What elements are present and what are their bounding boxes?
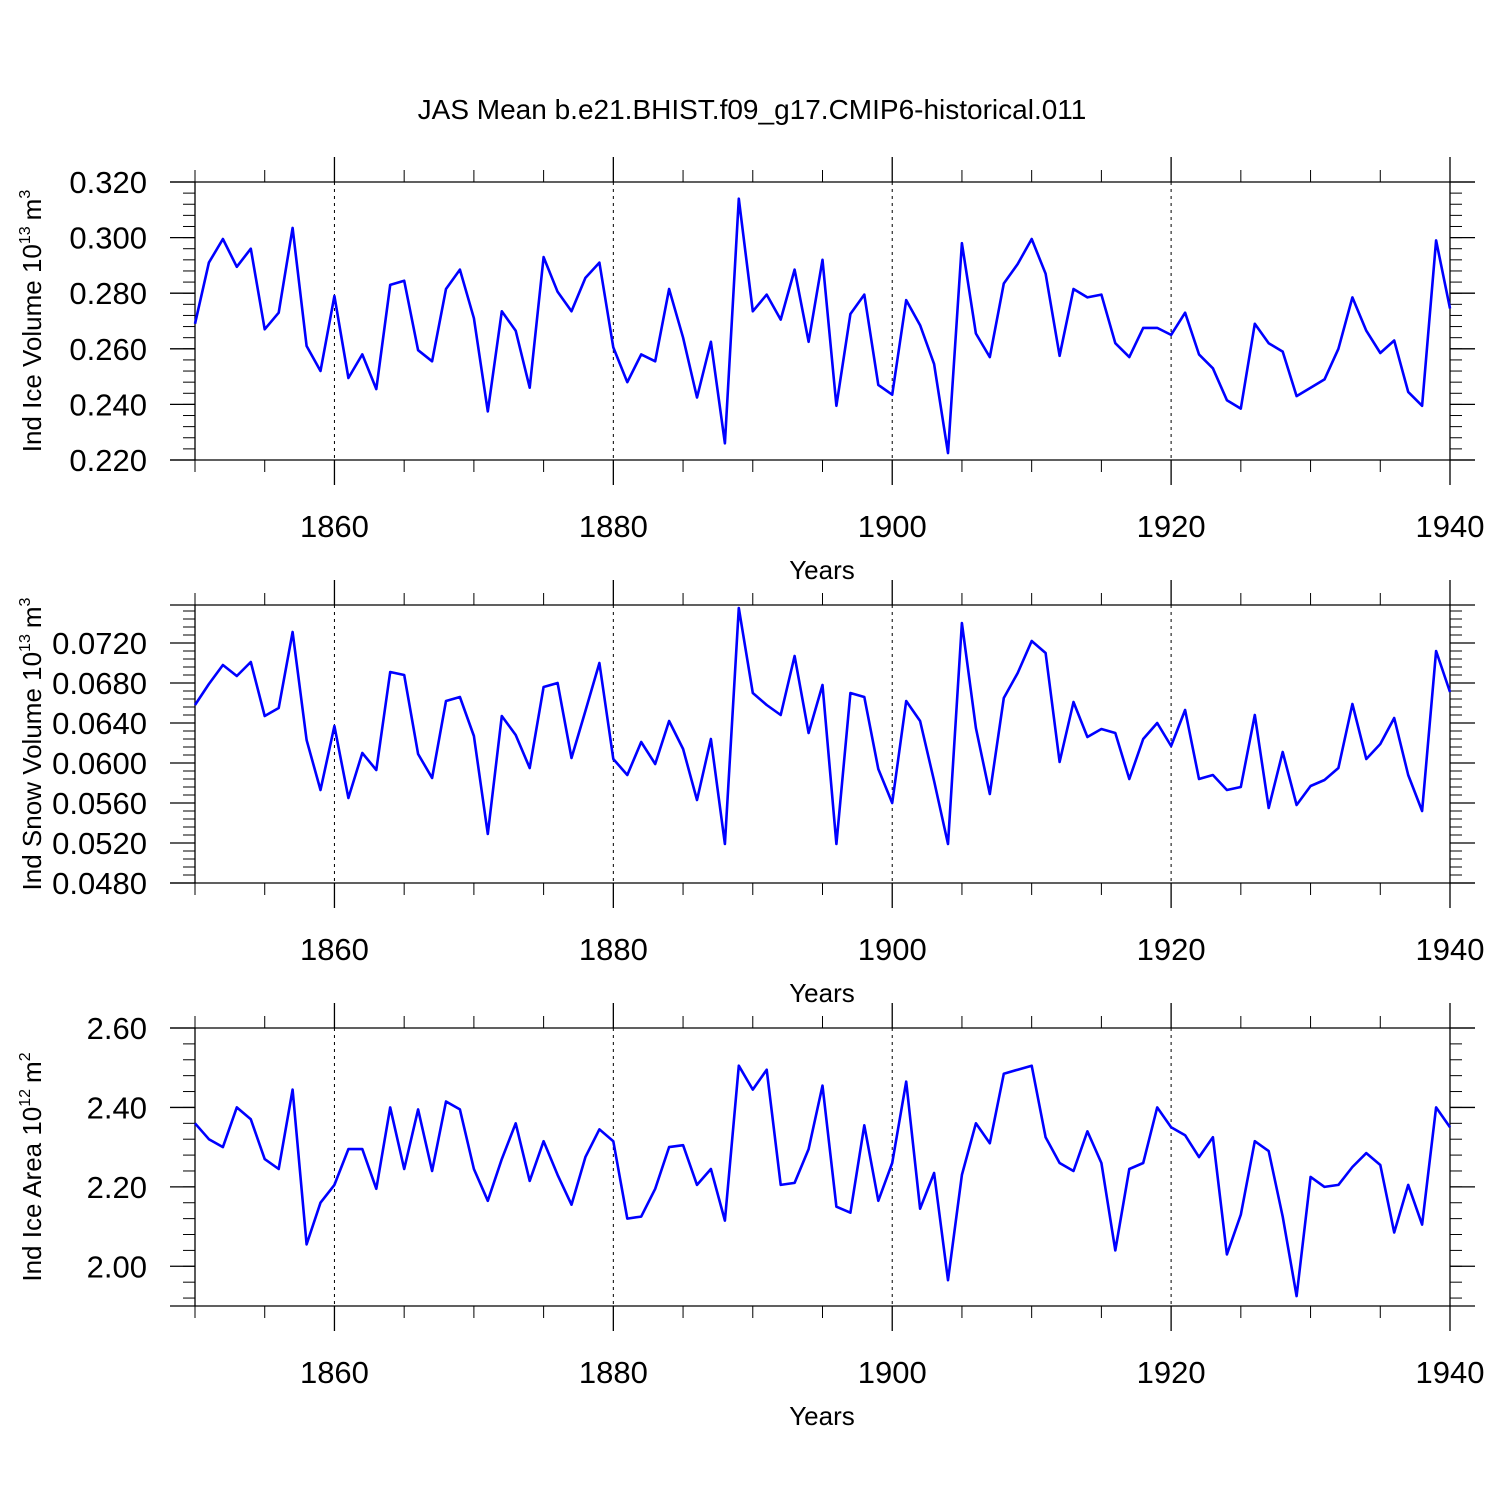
y-axis-label-text: Ind Snow Volume 10 — [17, 652, 47, 891]
ytick-label-0: 0.0480 — [52, 866, 147, 901]
x-axis-label: Years — [789, 555, 855, 585]
ytick-label-4: 0.0640 — [52, 706, 147, 741]
y-axis-label-exponent: 13 — [17, 634, 34, 652]
xtick-label-1880: 1880 — [579, 1355, 648, 1390]
ice-area-panel: 2.00 2.20 2.40 2.60 1860 1880 1900 1920 1940 Year… — [17, 1003, 1484, 1431]
ytick-label-3: 0.0600 — [52, 746, 147, 781]
xtick-label-1920: 1920 — [1137, 1355, 1206, 1390]
series-line — [194, 1064, 1452, 1298]
ytick-label-6: 0.0720 — [52, 626, 147, 661]
xtick-label-1940: 1940 — [1416, 1355, 1485, 1390]
y-axis-label-unit: m — [17, 1061, 47, 1083]
ytick-label-2: 0.260 — [69, 332, 147, 367]
y-axis-label-unit-exponent: 2 — [17, 1052, 34, 1061]
xtick-label-1900: 1900 — [858, 509, 927, 544]
xtick-label-1900: 1900 — [858, 932, 927, 967]
y-axis-label-unit: m — [17, 199, 47, 221]
xtick-label-1900: 1900 — [858, 1355, 927, 1390]
ytick-label-0: 2.00 — [87, 1249, 147, 1284]
ytick-label-2: 0.0560 — [52, 786, 147, 821]
y-axis-label: Ind Ice Volume 1013 m3 — [17, 190, 47, 453]
xtick-label-1860: 1860 — [300, 932, 369, 967]
ytick-label-1: 0.240 — [69, 387, 147, 422]
xtick-label-1860: 1860 — [300, 1355, 369, 1390]
ytick-label-5: 0.320 — [69, 165, 147, 200]
x-axis-label: Years — [789, 1401, 855, 1431]
xtick-label-1940: 1940 — [1416, 509, 1485, 544]
ytick-label-1: 2.20 — [87, 1170, 147, 1205]
snow-volume-panel: 0.0480 0.0520 0.0560 0.0600 0.0640 0.0680 0.07… — [17, 580, 1484, 1008]
y-axis-label-exponent: 13 — [17, 226, 34, 244]
x-axis-label: Years — [789, 978, 855, 1008]
ytick-label-3: 2.60 — [87, 1011, 147, 1046]
y-axis-label: Ind Snow Volume 1013 m3 — [17, 597, 47, 890]
y-axis-label-exponent: 12 — [17, 1089, 34, 1107]
xtick-label-1860: 1860 — [300, 509, 369, 544]
xtick-label-1880: 1880 — [579, 932, 648, 967]
ytick-label-2: 2.40 — [87, 1090, 147, 1125]
y-axis-label-text: Ind Ice Area 10 — [17, 1107, 47, 1282]
ytick-label-1: 0.0520 — [52, 826, 147, 861]
xtick-label-1940: 1940 — [1416, 932, 1485, 967]
ice-volume-panel: 0.220 0.240 0.260 0.280 0.300 0.320 1860 1880 19… — [17, 157, 1484, 585]
y-axis-label-unit-exponent: 3 — [17, 597, 34, 606]
series-line — [193, 197, 1452, 455]
series-line — [193, 606, 1452, 846]
ytick-label-0: 0.220 — [69, 443, 147, 478]
y-axis-label-unit-exponent: 3 — [17, 190, 34, 199]
y-axis-label-unit: m — [17, 606, 47, 628]
figure-title: JAS Mean b.e21.BHIST.f09_g17.CMIP6-histo… — [418, 94, 1087, 125]
y-axis-label: Ind Ice Area 1012 m2 — [17, 1052, 47, 1281]
xtick-label-1920: 1920 — [1137, 932, 1206, 967]
xtick-label-1920: 1920 — [1137, 509, 1206, 544]
ytick-label-5: 0.0680 — [52, 666, 147, 701]
ytick-label-3: 0.280 — [69, 276, 147, 311]
y-axis-label-text: Ind Ice Volume 10 — [17, 244, 47, 452]
xtick-label-1880: 1880 — [579, 509, 648, 544]
ytick-label-4: 0.300 — [69, 221, 147, 256]
